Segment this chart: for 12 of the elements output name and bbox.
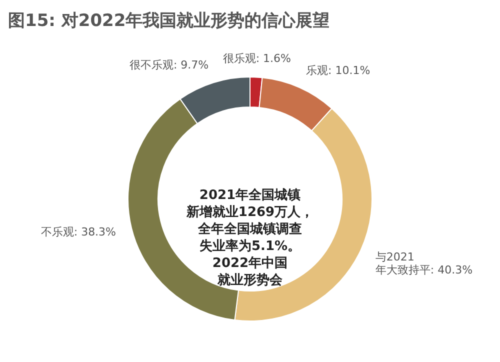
text: 2021年全国城镇 (199, 188, 301, 203)
text: 就业形势会 (216, 272, 284, 288)
chart-title: 图15: 对2022年我国就业形势的信心展望 (8, 11, 330, 31)
text: 全年全国城镇调查 (197, 222, 302, 237)
slice-label: 很不乐观: 9.7% (129, 58, 209, 72)
text: 失业率为5.1%。 (199, 238, 301, 254)
slice-label: 与2021年大致持平: 40.3% (375, 250, 473, 276)
text: 2022年中国 (212, 256, 288, 271)
slice-label: 不乐观: 38.3% (40, 226, 116, 239)
slice-label: 乐观: 10.1% (306, 64, 370, 78)
slice-label: 很乐观: 1.6% (222, 52, 292, 66)
text: 新增就业1269万人， (185, 204, 314, 220)
